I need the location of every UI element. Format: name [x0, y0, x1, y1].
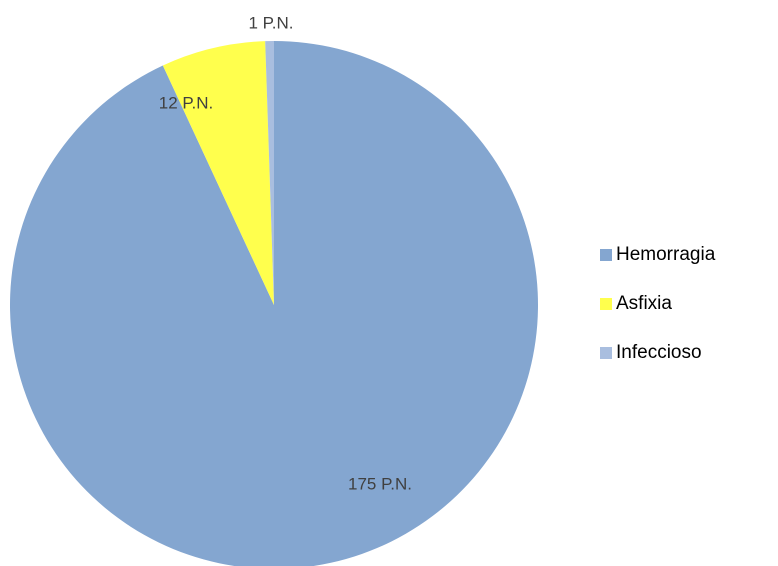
- legend-item-hemorragia: Hemorragia: [600, 244, 778, 266]
- chart-legend: Hemorragia Asfixia Infeccioso: [600, 244, 778, 391]
- pie-slice-infeccioso: [265, 41, 274, 305]
- pie-slice-hemorragia: [10, 41, 538, 566]
- slice-label-hemorragia: 175 P.N.: [348, 474, 412, 493]
- legend-item-infeccioso: Infeccioso: [600, 342, 778, 364]
- legend-item-asfixia: Asfixia: [600, 293, 778, 315]
- pie-slice-asfixia: [162, 41, 274, 306]
- slice-label-asfixia: 12 P.N.: [159, 93, 214, 112]
- legend-label-infeccioso: Infeccioso: [616, 342, 702, 363]
- legend-swatch-asfixia: [600, 298, 612, 310]
- legend-swatch-hemorragia: [600, 249, 612, 261]
- pie-slices: [10, 41, 538, 566]
- legend-swatch-infeccioso: [600, 347, 612, 359]
- slice-label-infeccioso: 1 P.N.: [248, 13, 293, 32]
- slice-labels: 175 P.N. 12 P.N. 1 P.N.: [159, 13, 412, 493]
- legend-label-asfixia: Asfixia: [616, 293, 672, 314]
- legend-label-hemorragia: Hemorragia: [616, 244, 716, 265]
